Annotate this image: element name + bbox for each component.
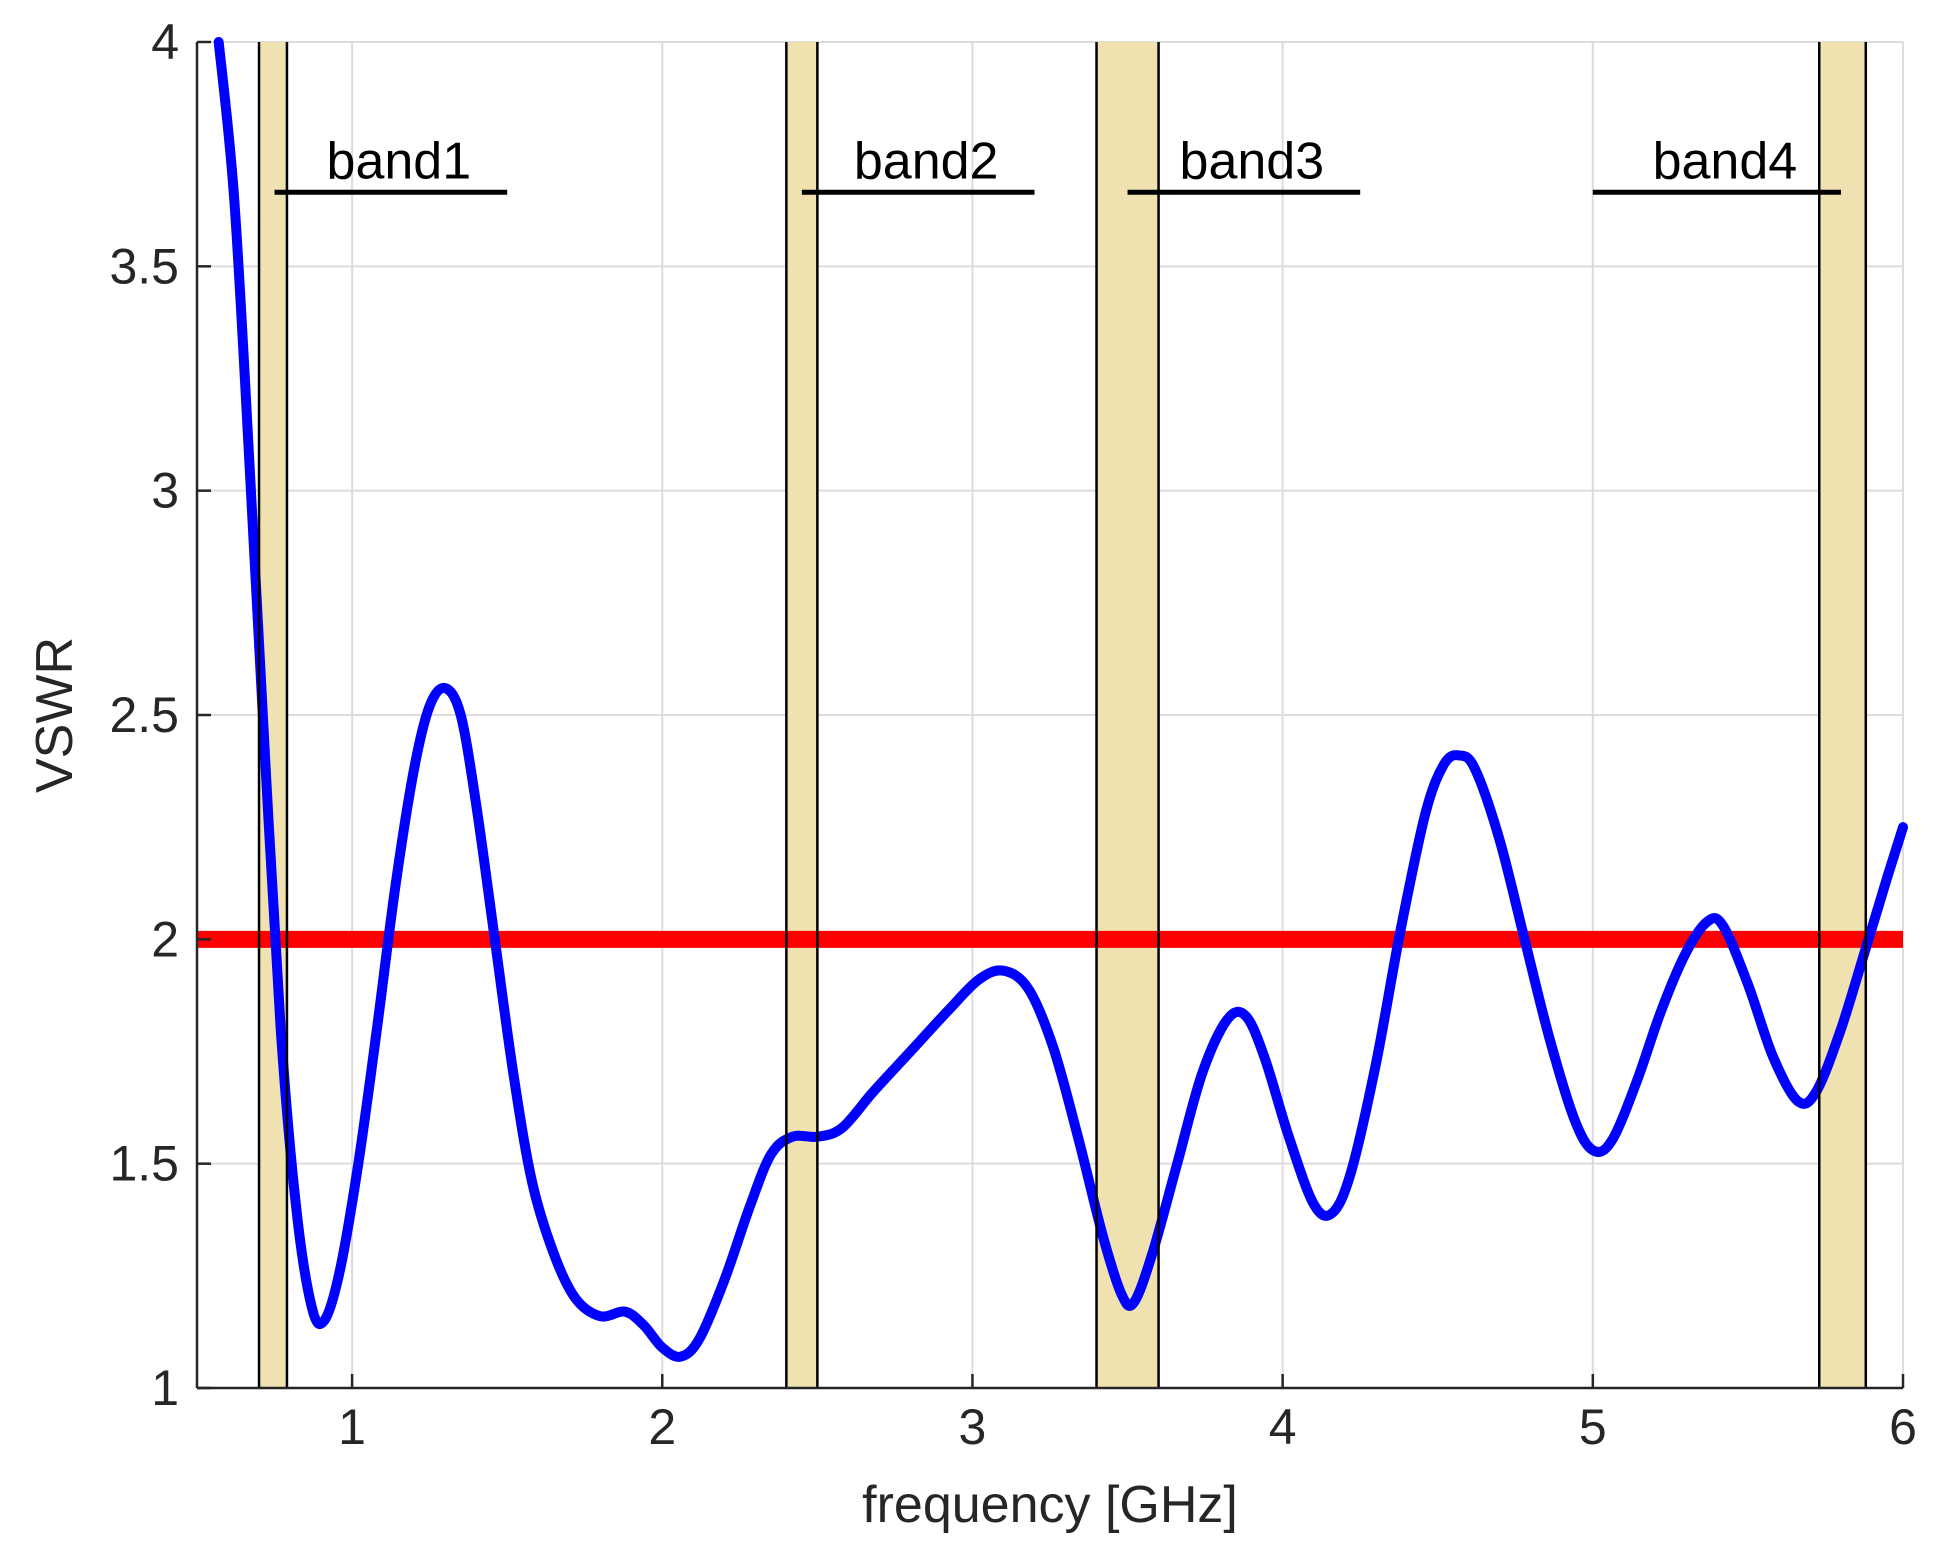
x-tick-label: 4 (1269, 1399, 1297, 1455)
band-label: band3 (1180, 132, 1325, 190)
series-layer (213, 37, 1908, 1362)
y-tick-label: 3 (151, 463, 179, 519)
shaded-band-region (1819, 42, 1866, 1388)
vswr-series-line (213, 37, 1908, 1362)
x-tick-label: 2 (648, 1399, 676, 1455)
y-tick-label: 2.5 (109, 687, 179, 743)
band-label: band2 (854, 132, 999, 190)
x-axis-label: frequency [GHz] (862, 1476, 1238, 1534)
band-label: band1 (327, 132, 472, 190)
axes (195, 40, 1905, 1390)
x-tick-label: 6 (1889, 1399, 1917, 1455)
y-tick-label: 2 (151, 911, 179, 967)
x-tick-label: 1 (338, 1399, 366, 1455)
shaded-band-region (1096, 42, 1159, 1388)
band-edge-lines (257, 42, 1868, 1388)
shaded-band-region (786, 42, 818, 1388)
y-tick-label: 1 (151, 1360, 179, 1416)
x-tick-labels: 1 2 3 4 5 6 (338, 1399, 1917, 1455)
x-tick-label: 5 (1579, 1399, 1607, 1455)
band-label: band4 (1653, 132, 1798, 190)
y-tick-label: 1.5 (109, 1136, 179, 1192)
x-tick-label: 3 (959, 1399, 987, 1455)
y-axis-label: VSWR (26, 637, 84, 793)
y-tick-labels: 1 1.5 2 2.5 3 3.5 4 (109, 14, 179, 1416)
band-markers: band1 band2 band3 band4 (274, 132, 1841, 195)
y-tick-label: 3.5 (109, 238, 179, 294)
y-tick-label: 4 (151, 14, 179, 70)
